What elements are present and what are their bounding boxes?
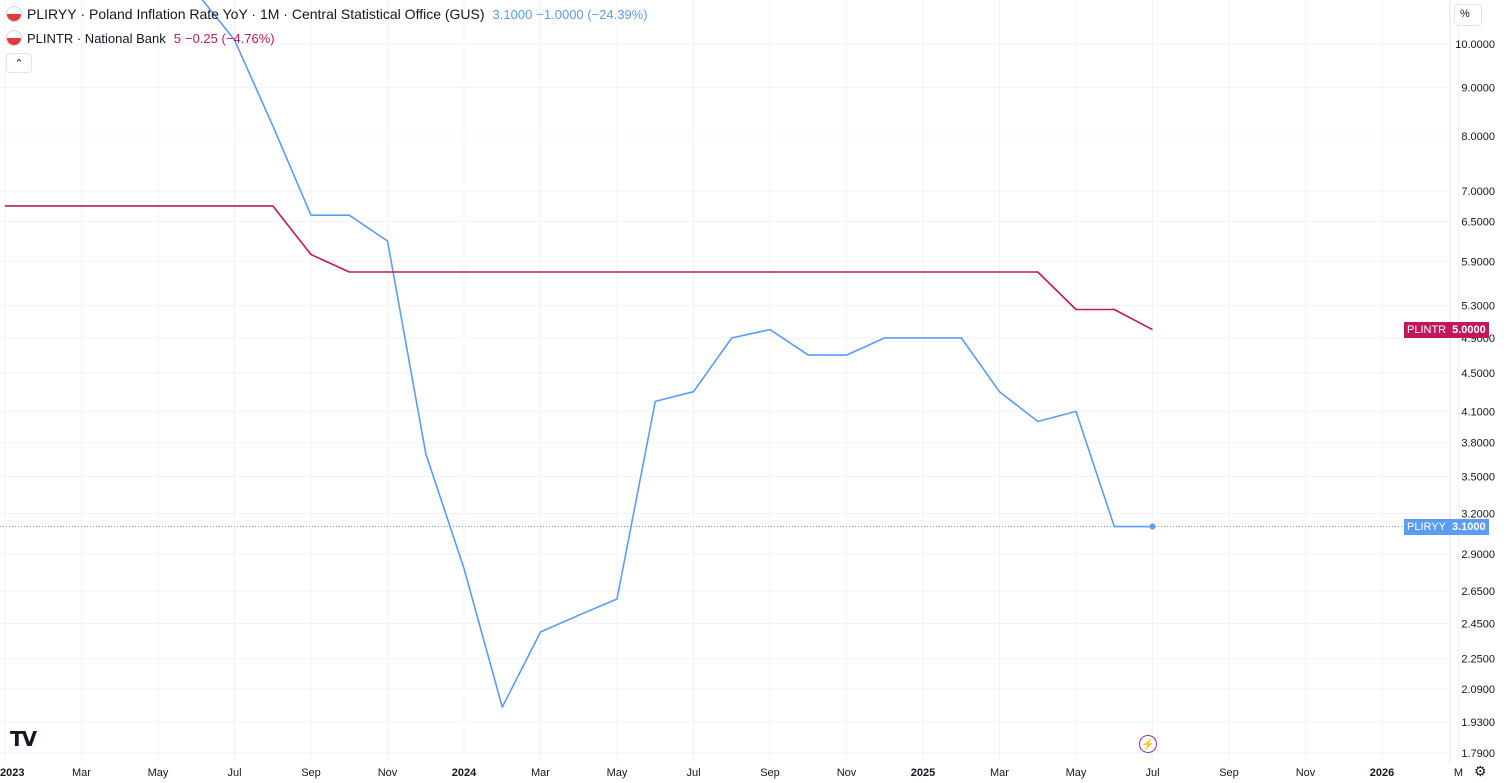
legend-pliryy-change: −1.0000 (−24.39%): [536, 6, 648, 22]
price-badge-plintr: PLINTR 5.0000: [1404, 321, 1489, 338]
x-tick-label: 2023: [0, 767, 24, 779]
x-tick-label: 2025: [911, 767, 935, 779]
y-tick-label: 6.5000: [1461, 216, 1495, 228]
x-tick-label: Mar: [531, 767, 550, 779]
y-tick-label: 7.0000: [1461, 186, 1495, 198]
poland-flag-icon: [6, 6, 22, 22]
x-tick-label: Jul: [686, 767, 700, 779]
badge-plintr-value: 5.0000: [1449, 321, 1489, 338]
x-tick-label: May: [148, 767, 169, 779]
legend-pliryy[interactable]: PLIRYY · Poland Inflation Rate YoY · 1M …: [6, 6, 648, 22]
x-tick-label: Sep: [760, 767, 780, 779]
badge-pliryy-name: PLIRYY: [1404, 518, 1449, 535]
badge-pliryy-value: 3.1000: [1448, 518, 1489, 535]
legend-pliryy-symbol: PLIRYY: [27, 6, 77, 22]
poland-flag-icon: [6, 30, 22, 46]
grid-lines: [0, 0, 1459, 763]
legend-plintr[interactable]: PLINTR · National Bank 5 −0.25 (−4.76%): [6, 30, 275, 46]
series-line-plintr: [5, 205, 1153, 331]
chevron-up-icon: ⌃: [14, 57, 24, 70]
y-tick-label: 2.4500: [1461, 619, 1495, 631]
y-tick-label: 4.1000: [1461, 406, 1495, 418]
x-tick-label: Sep: [301, 767, 321, 779]
y-tick-label: 3.5000: [1461, 472, 1495, 484]
y-tick-label: 5.9000: [1461, 256, 1495, 268]
legend-plintr-description: · National Bank: [76, 30, 166, 46]
x-tick-label: M: [1454, 767, 1463, 779]
series-lines: [5, 0, 1153, 708]
legend-plintr-value: 5: [173, 30, 181, 46]
y-tick-label: 2.6500: [1461, 586, 1495, 598]
x-tick-label: Mar: [990, 767, 1009, 779]
collapse-legend-button[interactable]: ⌃: [6, 53, 32, 73]
x-tick-label: Nov: [1296, 767, 1316, 779]
y-tick-label: 2.0900: [1461, 684, 1495, 696]
x-axis: 2023 Mar May Jul Sep Nov 2024 Mar May Jul Sep Nov 20…: [0, 767, 1463, 779]
y-tick-label: 2.2500: [1461, 654, 1495, 666]
x-tick-label: Nov: [378, 767, 398, 779]
gear-icon[interactable]: ⚙: [1474, 763, 1487, 779]
x-tick-label: Nov: [837, 767, 857, 779]
x-tick-label: Mar: [72, 767, 91, 779]
y-tick-label: 10.0000: [1455, 39, 1495, 51]
legend-pliryy-value: 3.1000: [492, 6, 533, 22]
x-tick-label: May: [607, 767, 628, 779]
series-line-pliryy: [201, 0, 1153, 708]
legend-pliryy-description: · Poland Inflation Rate YoY · 1M · Centr…: [80, 6, 485, 22]
price-badge-pliryy: PLIRYY 3.1000: [1404, 518, 1489, 535]
legend-plintr-change: −0.25 (−4.76%): [184, 30, 275, 46]
x-tick-label: 2026: [1370, 767, 1394, 779]
y-tick-label: 4.5000: [1461, 368, 1495, 380]
x-tick-label: May: [1066, 767, 1087, 779]
x-tick-label: Jul: [1145, 767, 1159, 779]
y-axis: 10.0000 9.0000 8.0000 7.0000 6.5000 5.9000 5.3…: [1455, 39, 1495, 760]
y-tick-label: 1.9300: [1461, 717, 1495, 729]
y-tick-label: 3.2000: [1461, 508, 1495, 520]
y-tick-label: 5.3000: [1461, 301, 1495, 313]
y-tick-label: 1.7900: [1461, 748, 1495, 760]
legend-plintr-symbol: PLINTR: [27, 30, 74, 46]
scale-mode-button[interactable]: %: [1454, 4, 1482, 26]
last-value-dot: [1149, 523, 1156, 530]
x-tick-label: Sep: [1219, 767, 1239, 779]
tradingview-logo[interactable]: TV: [10, 727, 37, 751]
x-tick-label: 2024: [452, 767, 477, 779]
y-tick-label: 2.9000: [1461, 549, 1495, 561]
y-tick-label: 8.0000: [1461, 131, 1495, 143]
x-tick-label: Jul: [227, 767, 241, 779]
badge-plintr-name: PLINTR: [1404, 321, 1450, 338]
y-tick-label: 3.8000: [1461, 438, 1495, 450]
lightning-event-icon[interactable]: ⚡: [1139, 735, 1157, 753]
y-tick-label: 9.0000: [1461, 82, 1495, 94]
